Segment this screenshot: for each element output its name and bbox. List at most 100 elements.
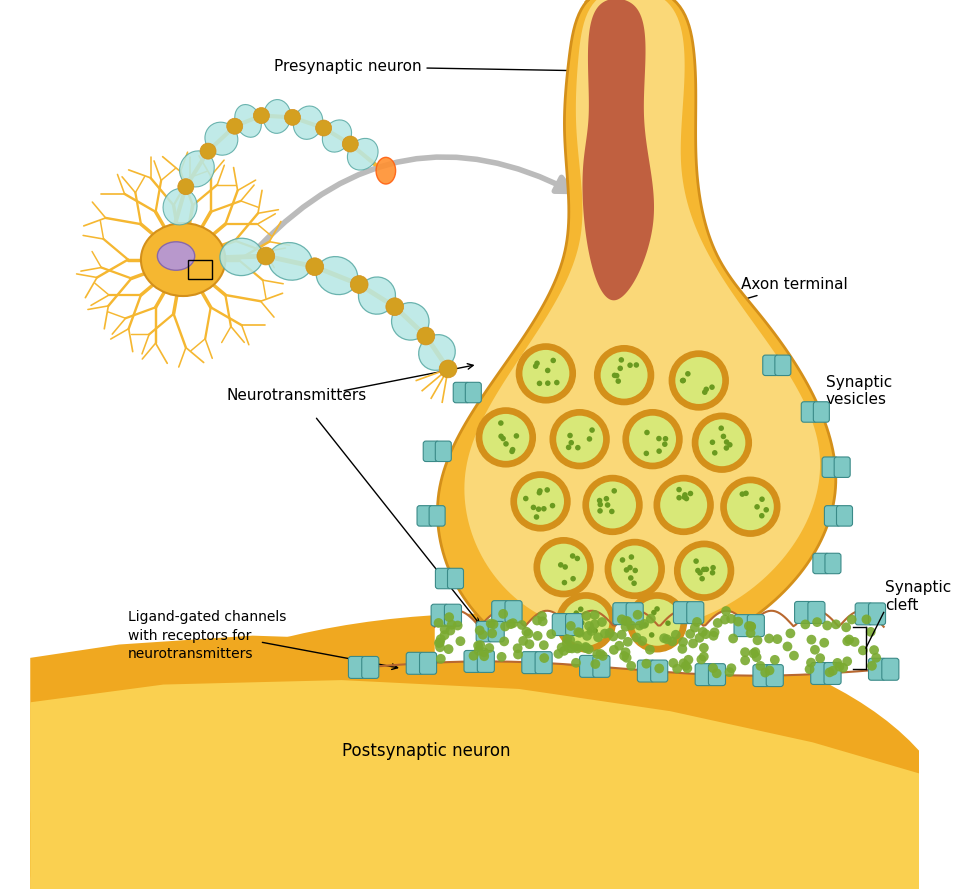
FancyBboxPatch shape <box>813 553 828 573</box>
Circle shape <box>498 434 504 439</box>
Circle shape <box>753 636 762 645</box>
Circle shape <box>513 644 522 653</box>
Circle shape <box>518 636 528 645</box>
Circle shape <box>801 620 810 629</box>
Circle shape <box>584 621 594 631</box>
Circle shape <box>709 439 715 445</box>
Circle shape <box>660 482 708 528</box>
Circle shape <box>770 655 780 665</box>
Circle shape <box>746 629 756 638</box>
Text: Postsynaptic neuron: Postsynaptic neuron <box>342 742 510 760</box>
FancyBboxPatch shape <box>466 382 481 403</box>
Circle shape <box>503 441 509 446</box>
Circle shape <box>842 637 852 646</box>
Circle shape <box>436 654 445 664</box>
Circle shape <box>627 363 633 368</box>
FancyBboxPatch shape <box>420 653 437 674</box>
Circle shape <box>626 661 636 671</box>
Circle shape <box>556 416 603 462</box>
FancyBboxPatch shape <box>626 603 643 625</box>
Circle shape <box>665 621 671 626</box>
Circle shape <box>847 614 856 624</box>
FancyBboxPatch shape <box>686 602 704 623</box>
Circle shape <box>572 644 583 653</box>
Circle shape <box>597 501 603 508</box>
Circle shape <box>482 414 529 461</box>
Circle shape <box>638 623 644 629</box>
Circle shape <box>697 570 703 576</box>
Circle shape <box>655 663 664 673</box>
Circle shape <box>475 626 485 636</box>
Circle shape <box>623 637 633 646</box>
Circle shape <box>589 428 595 433</box>
FancyBboxPatch shape <box>464 651 481 672</box>
Circle shape <box>478 629 488 639</box>
Circle shape <box>440 630 449 640</box>
FancyBboxPatch shape <box>423 441 440 461</box>
Ellipse shape <box>323 120 351 152</box>
Circle shape <box>562 638 571 648</box>
Circle shape <box>667 637 677 646</box>
FancyBboxPatch shape <box>476 621 492 642</box>
Circle shape <box>473 641 483 651</box>
Circle shape <box>563 599 610 645</box>
Circle shape <box>702 389 708 395</box>
Circle shape <box>584 476 642 534</box>
Circle shape <box>550 503 555 509</box>
Circle shape <box>514 433 519 438</box>
Circle shape <box>592 628 598 634</box>
Text: Axon terminal: Axon terminal <box>615 277 849 337</box>
Circle shape <box>476 408 536 467</box>
Circle shape <box>619 651 629 661</box>
FancyBboxPatch shape <box>593 655 610 677</box>
Circle shape <box>645 645 655 654</box>
Circle shape <box>699 420 745 466</box>
Circle shape <box>486 619 495 629</box>
FancyBboxPatch shape <box>763 355 779 375</box>
Ellipse shape <box>263 100 291 133</box>
Circle shape <box>684 496 689 501</box>
Circle shape <box>350 276 368 293</box>
Circle shape <box>558 562 564 568</box>
Circle shape <box>508 618 517 628</box>
Circle shape <box>540 544 588 590</box>
Circle shape <box>724 439 730 444</box>
Circle shape <box>565 444 571 450</box>
Circle shape <box>605 502 611 508</box>
Circle shape <box>468 651 478 661</box>
Circle shape <box>617 614 627 624</box>
Circle shape <box>609 509 614 514</box>
Ellipse shape <box>235 105 261 137</box>
Circle shape <box>604 496 610 501</box>
Circle shape <box>782 642 792 652</box>
Circle shape <box>697 654 707 664</box>
Circle shape <box>568 440 574 445</box>
FancyBboxPatch shape <box>813 402 829 422</box>
FancyBboxPatch shape <box>435 441 451 461</box>
Polygon shape <box>583 0 654 300</box>
Circle shape <box>643 451 649 456</box>
Circle shape <box>444 645 453 654</box>
Circle shape <box>559 646 569 656</box>
Ellipse shape <box>419 334 455 371</box>
Circle shape <box>685 371 690 377</box>
Circle shape <box>764 634 774 644</box>
Circle shape <box>531 505 537 510</box>
Circle shape <box>669 351 728 410</box>
Circle shape <box>701 566 707 573</box>
Circle shape <box>612 546 659 592</box>
FancyBboxPatch shape <box>453 382 469 403</box>
Circle shape <box>573 641 583 651</box>
Circle shape <box>554 649 564 659</box>
Text: Ligand-gated channels
with receptors for
neurotransmitters: Ligand-gated channels with receptors for… <box>128 610 286 661</box>
FancyBboxPatch shape <box>834 457 851 477</box>
Circle shape <box>589 620 600 629</box>
Circle shape <box>562 580 567 585</box>
Circle shape <box>711 669 722 678</box>
Circle shape <box>695 568 701 573</box>
Circle shape <box>489 620 498 629</box>
Circle shape <box>701 629 710 639</box>
Circle shape <box>688 638 698 648</box>
Circle shape <box>500 621 510 631</box>
Circle shape <box>634 362 639 368</box>
